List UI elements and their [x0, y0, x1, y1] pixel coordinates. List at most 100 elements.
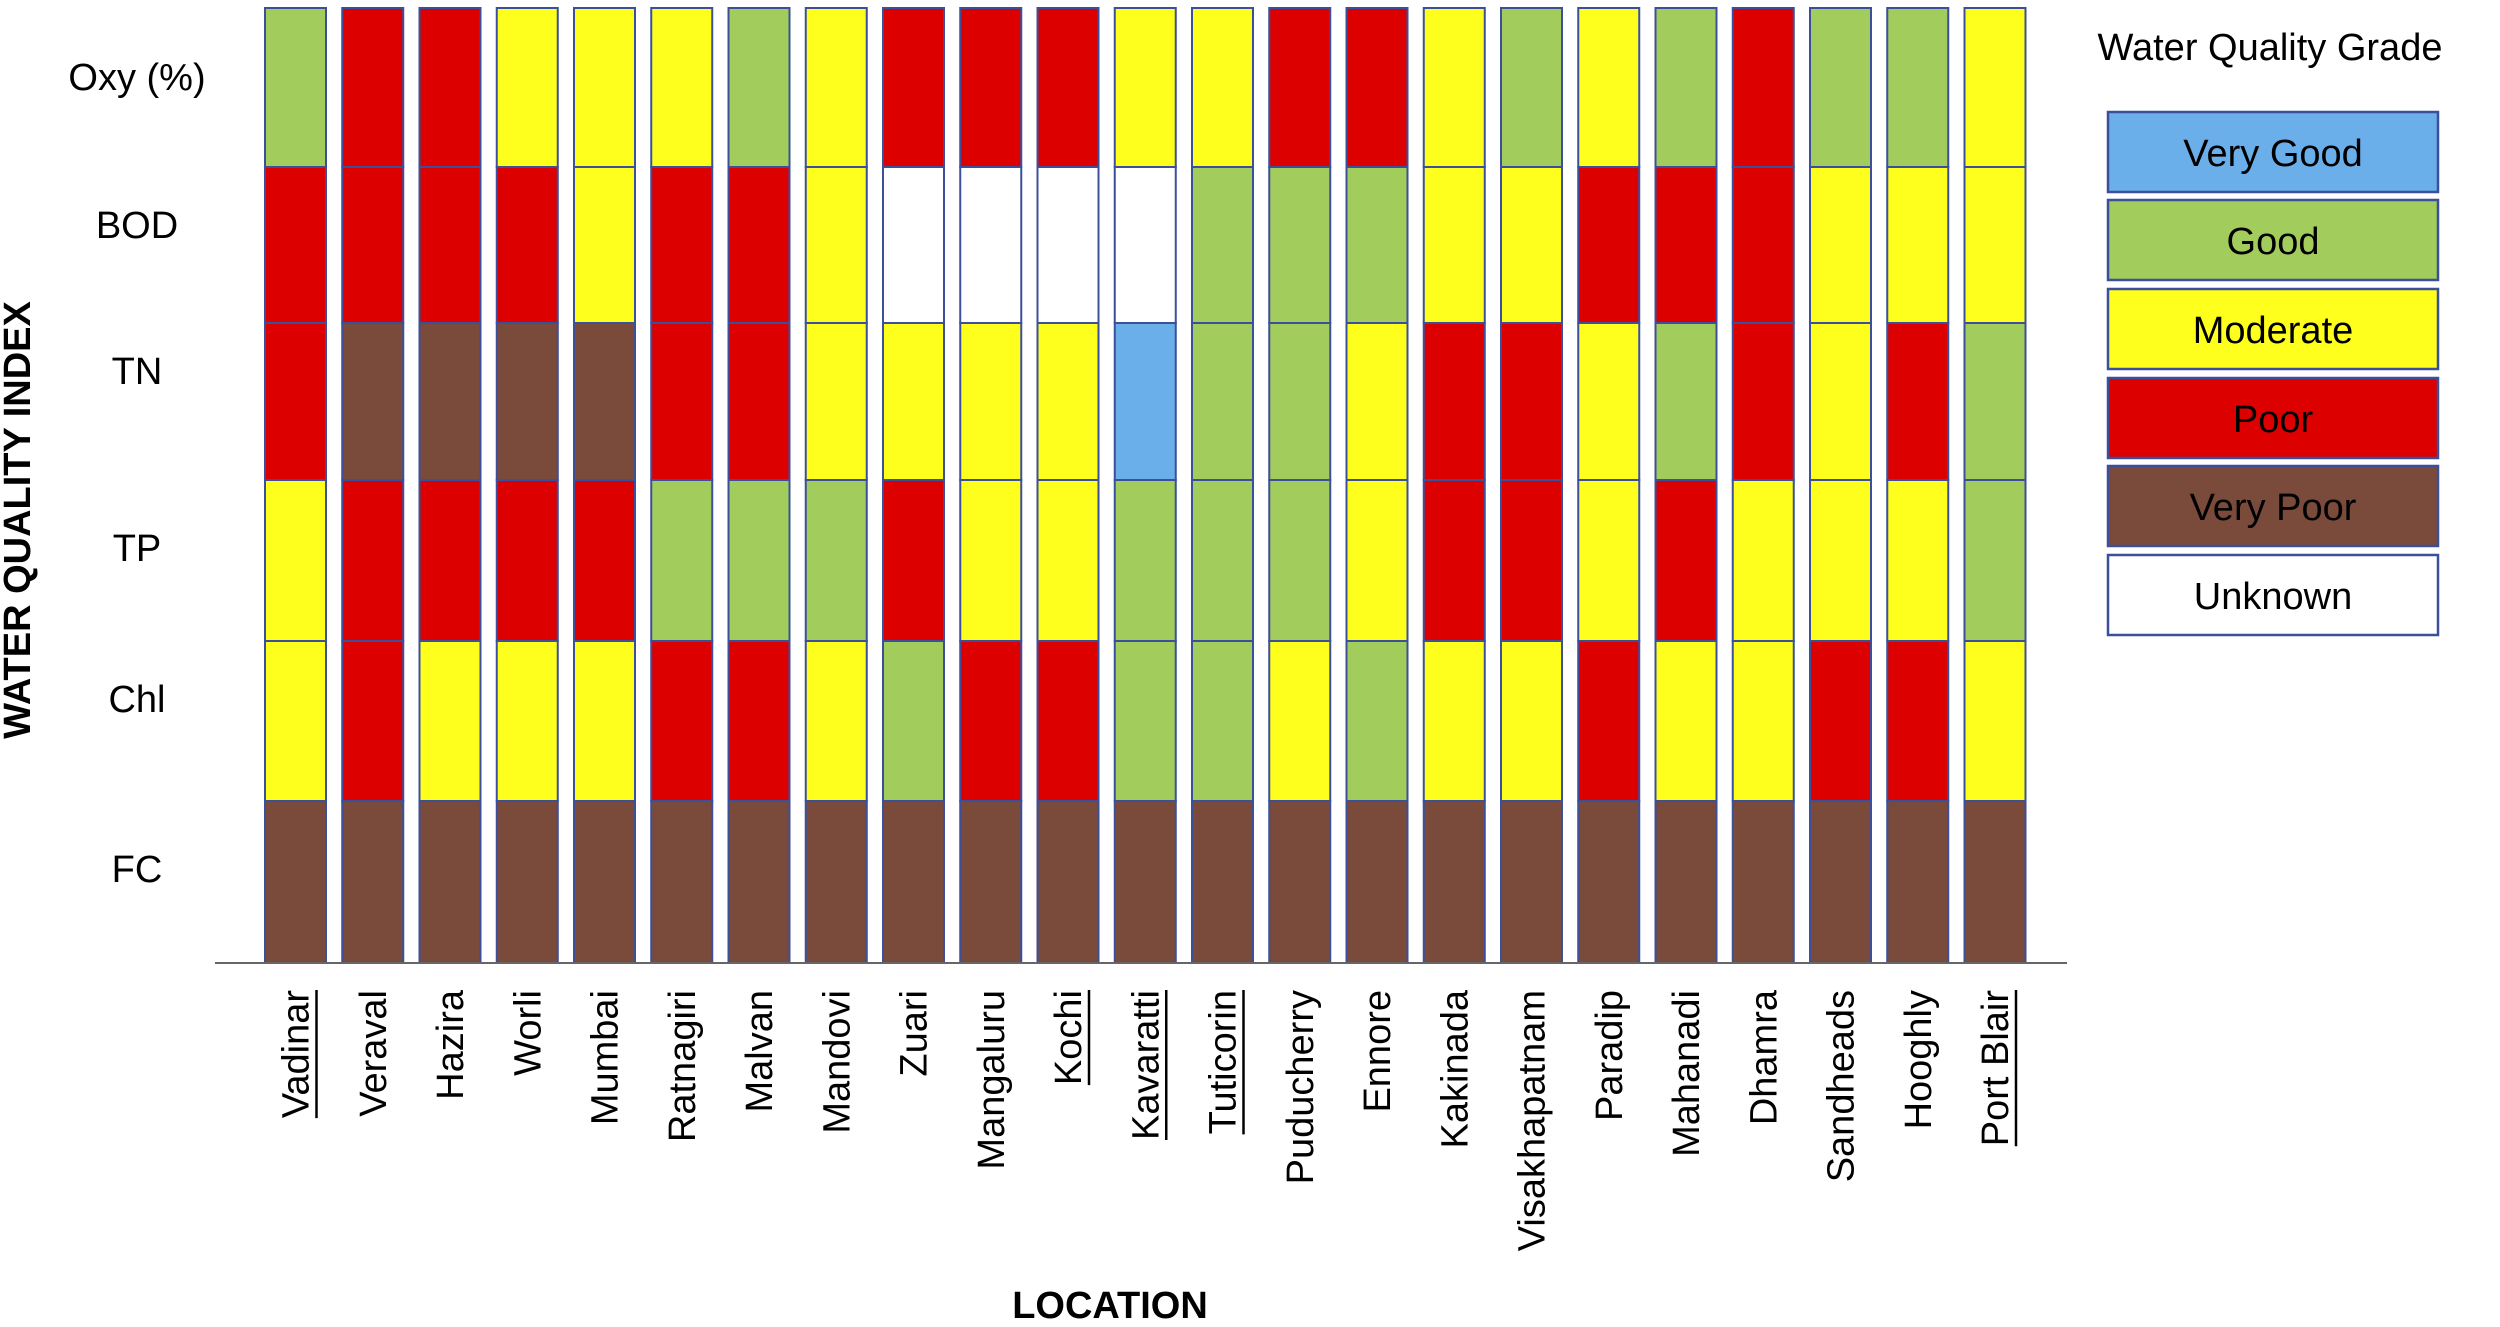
cell-mandovi-tp [804, 479, 868, 642]
cell-ennore-tp [1345, 479, 1409, 642]
cell-ratnagiri-tp [650, 479, 714, 642]
location-label-group: Paradip [1589, 990, 1631, 1121]
location-label-group: Mandovi [816, 990, 858, 1134]
cell-mangaluru-bod [959, 166, 1023, 324]
legend-swatch-good [2106, 198, 2440, 282]
cell-mumbai-tp [573, 479, 636, 642]
cell-kakinada-fc [1422, 800, 1486, 964]
cell-mandovi-bod [804, 166, 868, 324]
cell-mahanadi-tn [1654, 322, 1718, 481]
location-label-group: Port Blair [1975, 990, 2018, 1147]
cell-malvan-fc [727, 800, 791, 964]
cell-port-blair-chl [1963, 640, 2027, 802]
cell-ennore-tn [1345, 322, 1409, 481]
legend-label: Moderate [2193, 310, 2354, 352]
location-label: Tuticorin [1203, 990, 1245, 1134]
legend-swatch-very-poor [2106, 464, 2440, 548]
cell-tuticorin-oxy [1191, 7, 1254, 168]
legend-swatch-moderate [2106, 287, 2440, 371]
legend-label: Very Good [2183, 133, 2363, 175]
cell-mahanadi-fc [1654, 800, 1718, 964]
location-label: Hazira [430, 989, 472, 1100]
cell-kavaratti-tn [1113, 322, 1177, 481]
location-label-group: Mangaluru [971, 990, 1013, 1170]
location-label: Worli [507, 990, 549, 1076]
location-label-group: Malvan [739, 990, 781, 1113]
location-label: Visakhapatnam [1512, 990, 1554, 1251]
location-label: Veraval [353, 990, 395, 1117]
cell-sandheads-bod [1809, 166, 1872, 324]
cell-visakhapatnam-fc [1500, 800, 1563, 964]
cell-malvan-tp [727, 479, 791, 642]
cell-visakhapatnam-tp [1500, 479, 1563, 642]
legend-label: Unknown [2194, 576, 2352, 618]
location-label-group: Dhamra [1743, 989, 1785, 1125]
cell-visakhapatnam-oxy [1500, 7, 1563, 168]
location-label-group: Mahanadi [1666, 990, 1708, 1157]
cell-zuari-fc [882, 800, 945, 964]
cell-kavaratti-oxy [1113, 7, 1177, 168]
legend-swatch-unknown [2106, 553, 2440, 637]
location-label-group: Hazira [430, 989, 472, 1100]
location-label-group: Visakhapatnam [1512, 990, 1554, 1251]
cell-visakhapatnam-chl [1500, 640, 1563, 802]
location-label: Vadinar [276, 990, 318, 1119]
location-label-group: Ratnagiri [662, 990, 704, 1142]
cell-hazira-fc [418, 800, 482, 964]
legend: Water Quality Grade Very Good Good Moderat… [2098, 27, 2442, 637]
cell-port-blair-tn [1963, 322, 2027, 481]
location-label-group: Zuari [894, 990, 936, 1077]
location-label-group: Ennore [1357, 990, 1399, 1113]
cell-visakhapatnam-tn [1500, 322, 1563, 481]
row-label: TN [112, 351, 163, 393]
location-label: Mahanadi [1666, 990, 1708, 1157]
cell-port-blair-fc [1963, 800, 2027, 964]
cell-worli-oxy [495, 7, 559, 168]
cell-mahanadi-bod [1654, 166, 1718, 324]
cell-vadinar-tp [264, 479, 327, 642]
cell-mangaluru-chl [959, 640, 1023, 802]
cell-vadinar-chl [264, 640, 327, 802]
cell-paradip-fc [1577, 800, 1641, 964]
cell-ratnagiri-bod [650, 166, 714, 324]
cell-mumbai-fc [573, 800, 636, 964]
cell-vadinar-oxy [264, 7, 327, 168]
location-label: Zuari [894, 990, 936, 1077]
cell-puducherry-oxy [1268, 7, 1332, 168]
cell-mandovi-tn [804, 322, 868, 481]
cell-veraval-tn [341, 322, 405, 481]
cell-dhamra-bod [1731, 166, 1795, 324]
cell-kakinada-chl [1422, 640, 1486, 802]
cell-dhamra-tn [1731, 322, 1795, 481]
location-label: Port Blair [1975, 990, 2017, 1147]
cell-mangaluru-oxy [959, 7, 1023, 168]
row-label: FC [112, 849, 163, 891]
cell-mangaluru-fc [959, 800, 1023, 964]
cell-hazira-tp [418, 479, 482, 642]
cell-kochi-tn [1036, 322, 1100, 481]
cell-kakinada-bod [1422, 166, 1486, 324]
cell-kavaratti-chl [1113, 640, 1177, 802]
legend-label: Good [2227, 221, 2320, 263]
cell-worli-bod [495, 166, 559, 324]
cell-kavaratti-fc [1113, 800, 1177, 964]
cell-worli-tp [495, 479, 559, 642]
cell-kavaratti-tp [1113, 479, 1177, 642]
location-label: Kakinada [1434, 989, 1476, 1148]
location-label: Ennore [1357, 990, 1399, 1113]
cell-dhamra-fc [1731, 800, 1795, 964]
location-label: Hooghly [1898, 990, 1940, 1129]
cell-ennore-oxy [1345, 7, 1409, 168]
cell-puducherry-chl [1268, 640, 1332, 802]
cell-dhamra-oxy [1731, 7, 1795, 168]
cell-malvan-bod [727, 166, 791, 324]
location-label: Mangaluru [971, 990, 1013, 1170]
cell-kakinada-tn [1422, 322, 1486, 481]
cell-hooghly-bod [1886, 166, 1950, 324]
location-label-group: Mumbai [585, 990, 627, 1125]
cell-port-blair-oxy [1963, 7, 2027, 168]
location-label: Kavaratti [1125, 990, 1167, 1140]
legend-swatch-poor [2106, 376, 2440, 460]
cell-port-blair-tp [1963, 479, 2027, 642]
